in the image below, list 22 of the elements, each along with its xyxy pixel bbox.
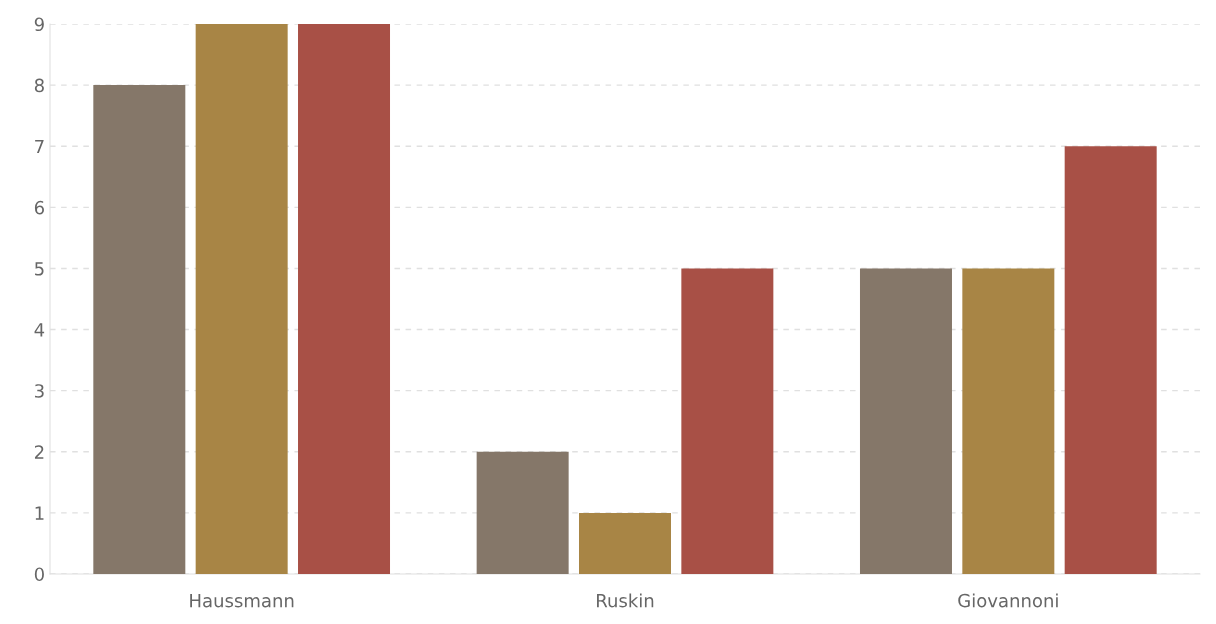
bar xyxy=(962,268,1055,574)
bar xyxy=(579,512,671,574)
y-tick-label: 2 xyxy=(34,445,44,459)
y-tick-label: 3 xyxy=(35,384,44,398)
x-tick-label: Ruskin xyxy=(597,593,654,608)
x-tick-label: Haussmann xyxy=(190,594,294,608)
bar xyxy=(1064,146,1157,574)
bar xyxy=(859,268,952,574)
y-tick-label: 7 xyxy=(35,139,44,154)
y-tick-label: 8 xyxy=(34,78,44,93)
bar xyxy=(476,451,569,574)
bar xyxy=(681,268,774,574)
y-tick-label: 6 xyxy=(34,200,44,215)
x-tick-label: Giovannoni xyxy=(958,593,1058,608)
y-tick-label: 1 xyxy=(35,506,44,520)
bar xyxy=(195,24,288,574)
y-tick-label: 9 xyxy=(34,17,44,32)
bar xyxy=(298,24,391,574)
y-tick-label: 5 xyxy=(35,262,44,276)
y-tick-label: 4 xyxy=(34,323,45,337)
y-tick-label: 0 xyxy=(34,567,44,582)
bar xyxy=(93,85,186,574)
